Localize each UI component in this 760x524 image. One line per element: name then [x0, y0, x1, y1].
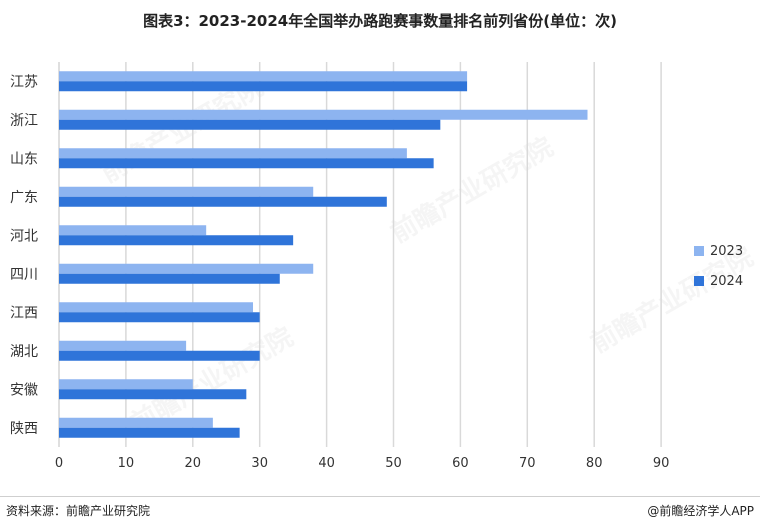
- bar-2023: [59, 148, 407, 159]
- legend-label-2024: 2024: [710, 273, 744, 289]
- bar-2023: [59, 379, 193, 390]
- bar-2024: [59, 81, 468, 92]
- legend-swatch-2024: [694, 276, 704, 286]
- footer: 资料来源：前瞻产业研究院 @前瞻经济学人APP: [0, 496, 760, 519]
- category-label: 江西: [10, 305, 38, 321]
- legend-item-2023: 2023: [694, 240, 743, 262]
- bar-2023: [59, 71, 468, 82]
- legend-swatch-2023: [694, 246, 704, 256]
- x-tick-label: 0: [55, 456, 63, 471]
- bar-2024: [59, 427, 240, 438]
- bar-2023: [59, 186, 314, 197]
- category-label: 四川: [10, 267, 38, 283]
- bar-2024: [59, 196, 387, 207]
- bar-2024: [59, 389, 247, 400]
- category-label: 山东: [10, 151, 38, 167]
- chart-title: 图表3：2023-2024年全国举办路跑赛事数量排名前列省份(单位：次): [143, 12, 617, 30]
- bar-2024: [59, 235, 294, 246]
- bar-2023: [59, 340, 187, 351]
- bar-2024: [59, 312, 260, 323]
- brand-credit: @前瞻经济学人APP: [647, 504, 754, 518]
- bar-2023: [59, 225, 207, 236]
- bar-2024: [59, 158, 434, 169]
- bar-2024: [59, 119, 441, 130]
- legend: 2023 2024: [694, 240, 743, 300]
- bar-2024: [59, 350, 260, 361]
- x-tick-label: 90: [653, 456, 670, 471]
- x-tick-label: 30: [251, 456, 268, 471]
- category-label: 江苏: [10, 74, 38, 90]
- bar-2024: [59, 273, 280, 284]
- bar-2023: [59, 109, 588, 120]
- x-tick-label: 40: [318, 456, 335, 471]
- x-tick-label: 20: [185, 456, 202, 471]
- legend-label-2023: 2023: [710, 243, 744, 259]
- bar-2023: [59, 302, 254, 313]
- source-note: 资料来源：前瞻产业研究院: [6, 504, 151, 518]
- x-tick-label: 50: [385, 456, 402, 471]
- category-label: 广东: [10, 190, 38, 206]
- category-label: 湖北: [10, 344, 38, 360]
- category-label: 浙江: [10, 113, 38, 129]
- x-tick-label: 10: [118, 456, 135, 471]
- x-tick-label: 70: [519, 456, 536, 471]
- category-label: 安徽: [10, 382, 38, 398]
- x-tick-label: 80: [586, 456, 603, 471]
- bar-2023: [59, 417, 213, 428]
- legend-item-2024: 2024: [694, 270, 743, 292]
- category-label: 河北: [10, 228, 38, 244]
- bar-2023: [59, 263, 314, 274]
- category-label: 陕西: [10, 421, 38, 437]
- x-tick-label: 60: [452, 456, 469, 471]
